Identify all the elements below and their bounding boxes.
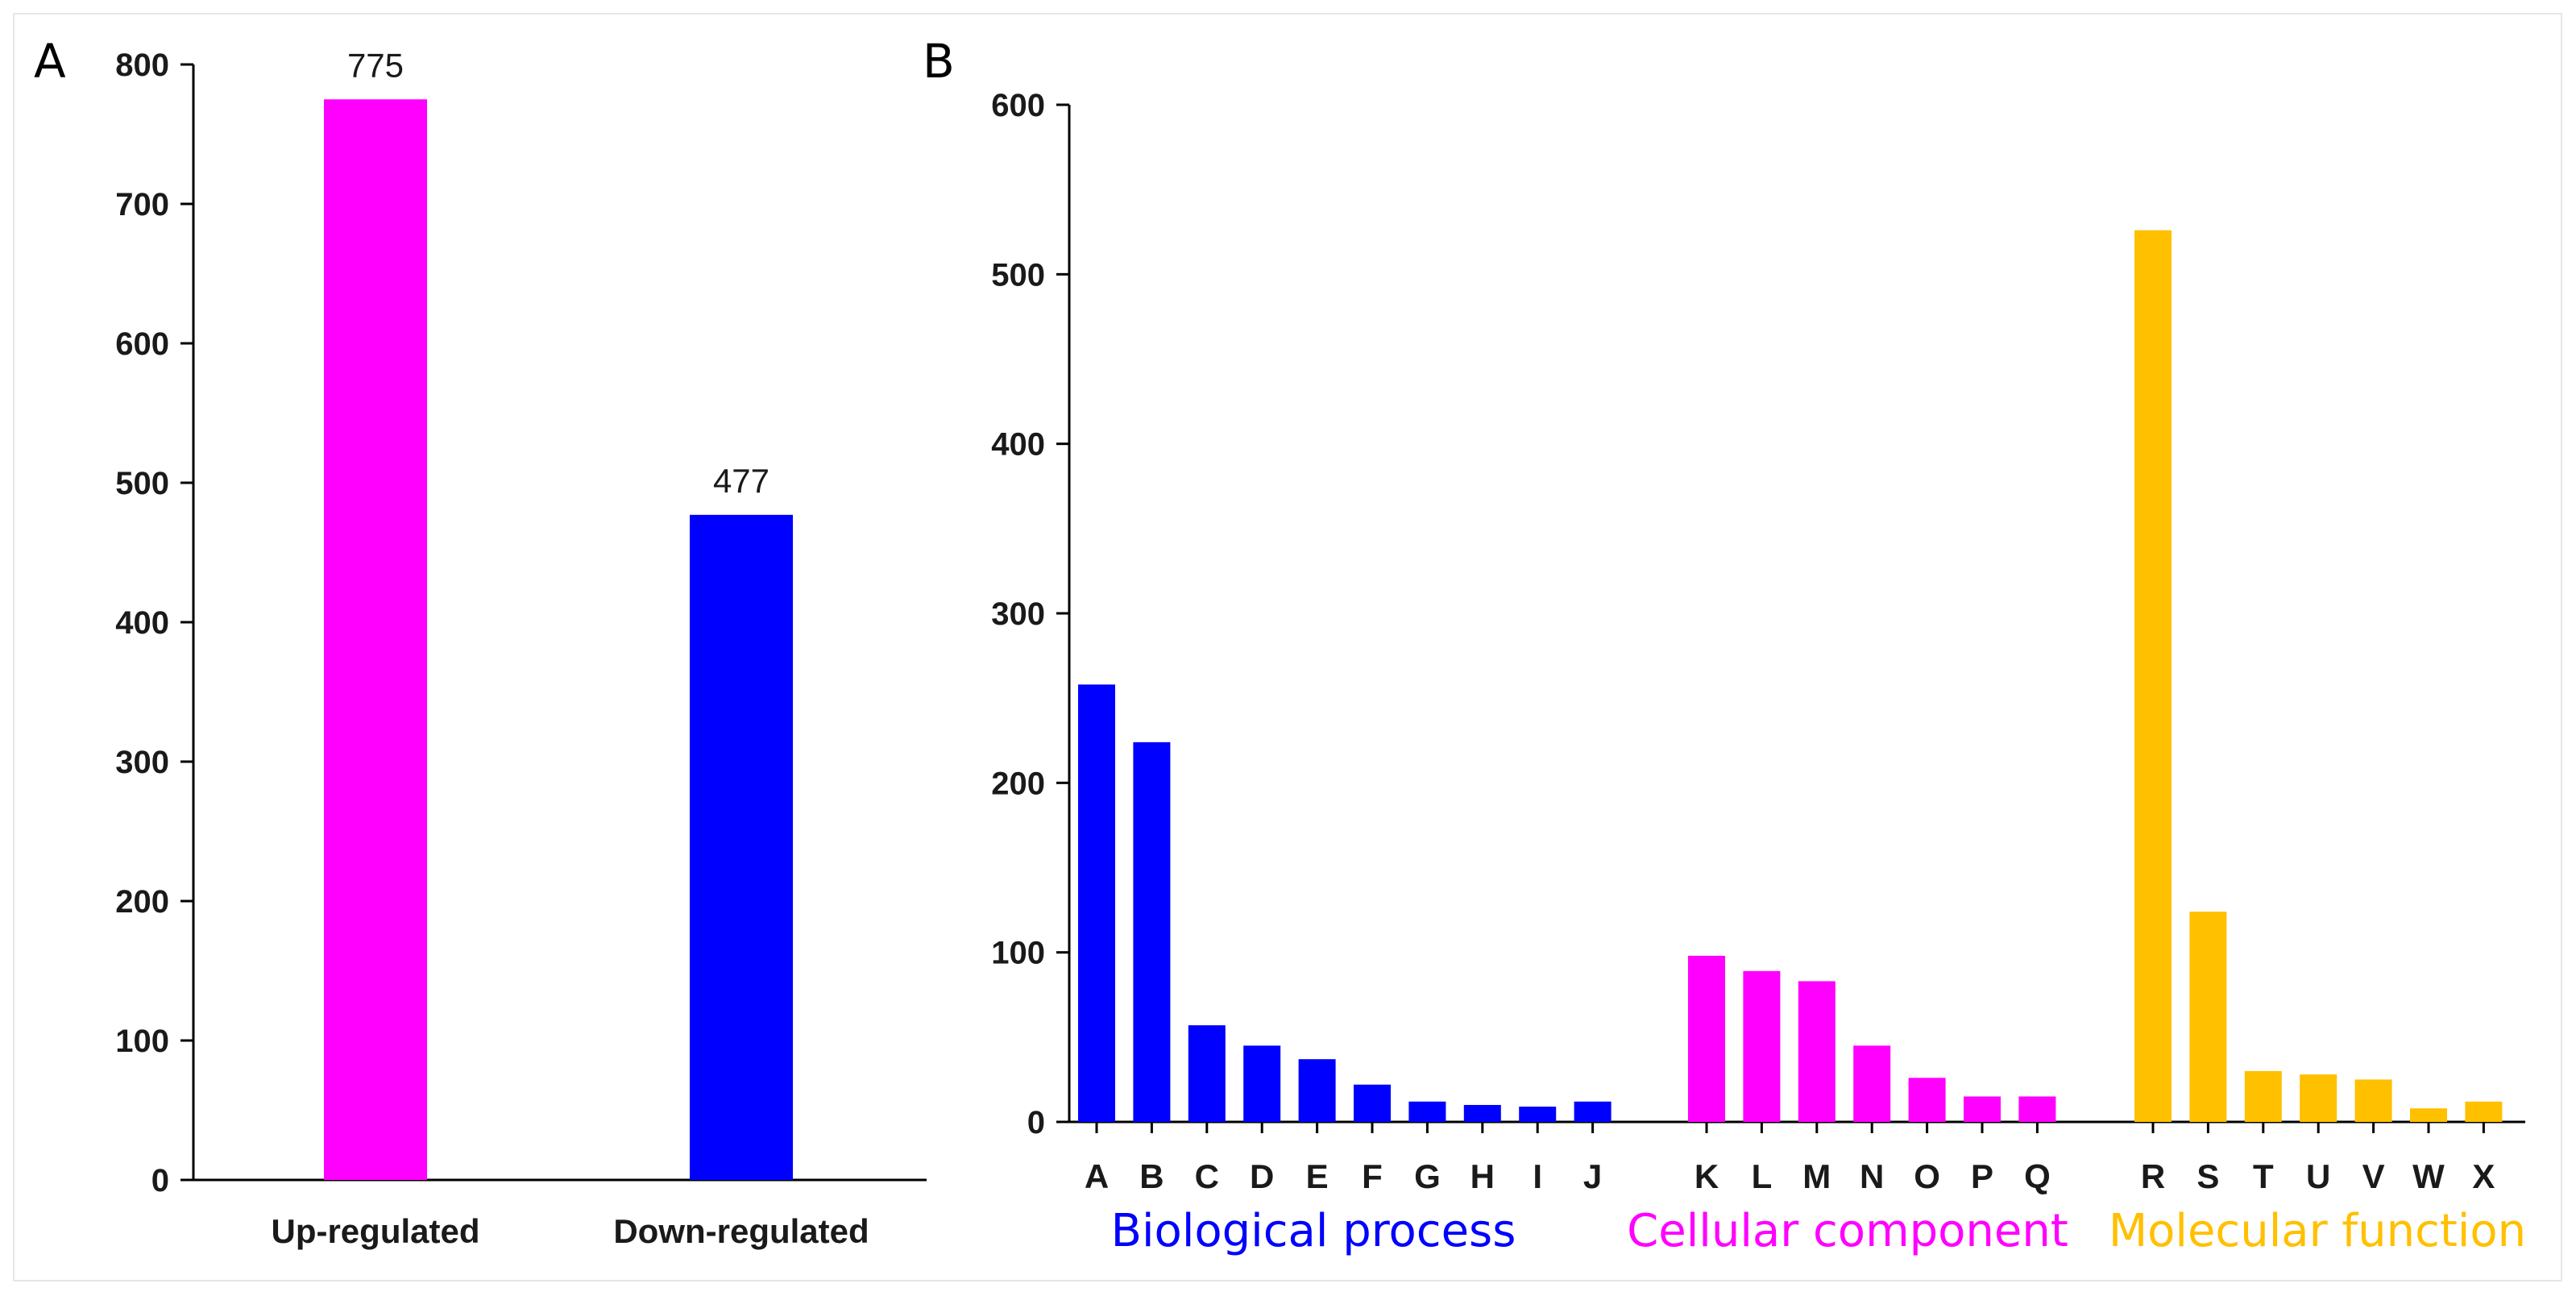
panel-a-data-label: 477 xyxy=(713,462,769,500)
panel-b-category-label: M xyxy=(1802,1157,1831,1195)
panel-a-y-tick-label: 100 xyxy=(115,1024,169,1059)
panel-b-y-tick-label: 500 xyxy=(991,257,1045,293)
panel-a-y-tick-label: 0 xyxy=(151,1163,169,1198)
panel-b-y-tick-label: 300 xyxy=(991,596,1045,632)
panel-b-category-label: J xyxy=(1583,1157,1602,1195)
panel-b-y-tick-label: 600 xyxy=(991,88,1045,123)
panel-b-category-label: V xyxy=(2362,1157,2385,1195)
panel-b-group-label: Biological process xyxy=(1111,1205,1516,1257)
panel-a-chart: 0 100 200 300 400 500 600 700 800 775 Up-regulated… xyxy=(115,46,927,1250)
panel-b-bar xyxy=(1188,1025,1226,1122)
panel-b-category-label: X xyxy=(2472,1157,2495,1195)
panel-b-category-label: W xyxy=(2412,1157,2445,1195)
panel-b-category-label: D xyxy=(1250,1157,1274,1195)
panel-b-bar xyxy=(2189,912,2227,1122)
panel-b-category-label: L xyxy=(1752,1157,1773,1195)
panel-a-bar xyxy=(690,514,793,1180)
panel-b-bar xyxy=(2354,1079,2392,1122)
panel-a-data-label: 775 xyxy=(347,46,404,84)
panel-b-bar xyxy=(1463,1104,1501,1122)
panel-b-category-label: U xyxy=(2306,1157,2330,1195)
panel-b-bar xyxy=(1964,1096,2001,1122)
panel-a-y-tick-label: 800 xyxy=(115,48,169,83)
panel-a-bar xyxy=(324,99,427,1180)
panel-b-bar xyxy=(1853,1045,1891,1122)
panel-b-category-label: E xyxy=(1306,1157,1329,1195)
panel-a-category-label: Down-regulated xyxy=(613,1212,869,1250)
panel-b-category-label: R xyxy=(2141,1157,2165,1195)
panel-b-bar xyxy=(1243,1045,1281,1122)
panel-b-bar xyxy=(2300,1074,2337,1122)
panel-b-bar xyxy=(1354,1084,1391,1122)
panel-b-category-label: Q xyxy=(2024,1157,2051,1195)
panel-a-y-tick-label: 400 xyxy=(115,605,169,641)
panel-b-bar xyxy=(2018,1096,2056,1122)
figure-frame xyxy=(13,13,2562,1281)
panel-b-category-label: F xyxy=(1362,1157,1383,1195)
panel-b-bar xyxy=(1688,955,1725,1122)
panel-b-category-label: N xyxy=(1860,1157,1884,1195)
panel-b-bar xyxy=(1408,1101,1446,1122)
panel-b-y-tick-label: 200 xyxy=(991,766,1045,801)
panel-b-bar xyxy=(1908,1078,1946,1122)
panel-a-y-tick-label: 700 xyxy=(115,187,169,222)
panel-a-y-tick-label: 500 xyxy=(115,466,169,501)
panel-b-category-label: B xyxy=(1139,1157,1164,1195)
panel-b-bar xyxy=(2244,1070,2282,1122)
panel-b-chart: 0 100 200 300 400 500 600 A B C D E F G H I J Biological … xyxy=(991,88,2526,1257)
panel-b-category-label: A xyxy=(1085,1157,1109,1195)
panel-b-category-label: C xyxy=(1195,1157,1219,1195)
panel-a-letter: A xyxy=(34,34,66,89)
panel-b-bar xyxy=(1133,741,1171,1122)
panel-b-category-label: H xyxy=(1471,1157,1495,1195)
panel-b-group-label: Cellular component xyxy=(1627,1205,2068,1257)
panel-b-bar xyxy=(2465,1101,2503,1122)
panel-b-category-label: S xyxy=(2196,1157,2219,1195)
panel-b-y-tick-label: 100 xyxy=(991,936,1045,971)
panel-b-bar xyxy=(1078,684,1115,1122)
panel-b-bar xyxy=(1574,1101,1612,1122)
panel-a-y-tick-label: 300 xyxy=(115,745,169,780)
panel-b-category-label: T xyxy=(2253,1157,2274,1195)
panel-b-bar xyxy=(2134,230,2172,1122)
panel-b-bar xyxy=(1743,970,1781,1122)
panel-b-bar xyxy=(1298,1059,1336,1122)
panel-b-category-label: I xyxy=(1533,1157,1542,1195)
panel-a-y-tick-label: 200 xyxy=(115,884,169,920)
panel-a-category-label: Up-regulated xyxy=(271,1212,479,1250)
panel-b-letter: B xyxy=(923,34,955,89)
panel-b-bar xyxy=(1798,981,1836,1122)
panel-b-category-label: K xyxy=(1695,1157,1719,1195)
panel-b-category-label: P xyxy=(1971,1157,1993,1195)
panel-b-bar xyxy=(2410,1108,2447,1122)
panel-b-y-tick-label: 400 xyxy=(991,427,1045,463)
panel-b-y-tick-label: 0 xyxy=(1027,1105,1045,1140)
panel-b-group-label: Molecular function xyxy=(2109,1205,2526,1257)
panel-b-category-label: O xyxy=(1914,1157,1940,1195)
panel-a-y-tick-label: 600 xyxy=(115,326,169,362)
panel-b-bar xyxy=(1519,1107,1557,1122)
panel-b-category-label: G xyxy=(1414,1157,1441,1195)
